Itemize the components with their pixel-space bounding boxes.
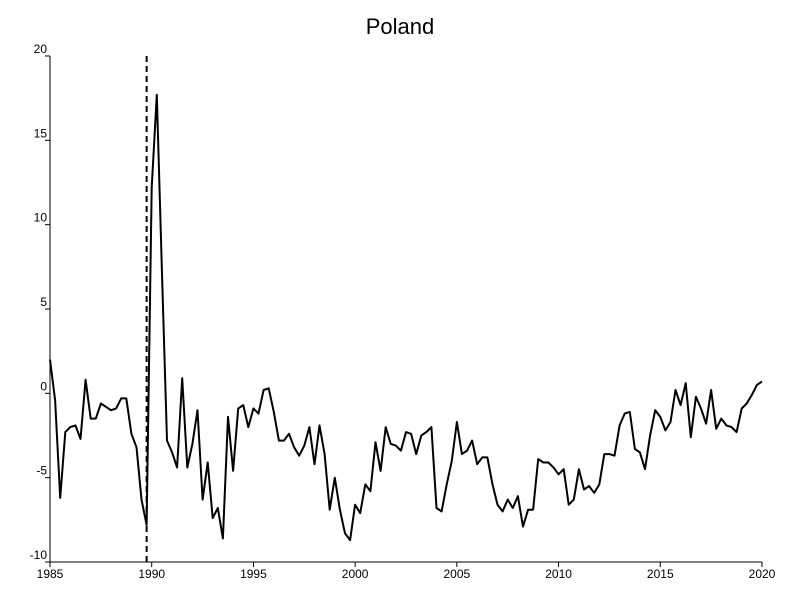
y-tick-label: -5	[36, 464, 47, 478]
y-tick-label: 10	[34, 211, 48, 225]
x-tick-label: 2005	[444, 567, 471, 581]
x-tick-label: 1985	[37, 567, 64, 581]
axes-layer: -10 -5 0 5 10 15 20 1985 1990 1995 2000 2005 2010 201…	[30, 42, 776, 581]
x-tick-label: 1995	[240, 567, 267, 581]
chart-title: Poland	[365, 14, 435, 39]
series-layer	[49, 93, 763, 542]
x-tick-label: 2000	[342, 567, 369, 581]
x-tick-label: 2020	[749, 567, 776, 581]
y-tick-label: 0	[40, 379, 47, 393]
y-tick-label: 15	[34, 126, 48, 140]
series-line	[49, 93, 763, 542]
x-tick-label: 2010	[545, 567, 572, 581]
x-tick-label: 1990	[138, 567, 165, 581]
y-tick-label: 5	[40, 295, 47, 309]
x-tick-label: 2015	[647, 567, 674, 581]
y-tick-label: 20	[34, 42, 48, 56]
y-tick-label: -10	[30, 548, 48, 562]
